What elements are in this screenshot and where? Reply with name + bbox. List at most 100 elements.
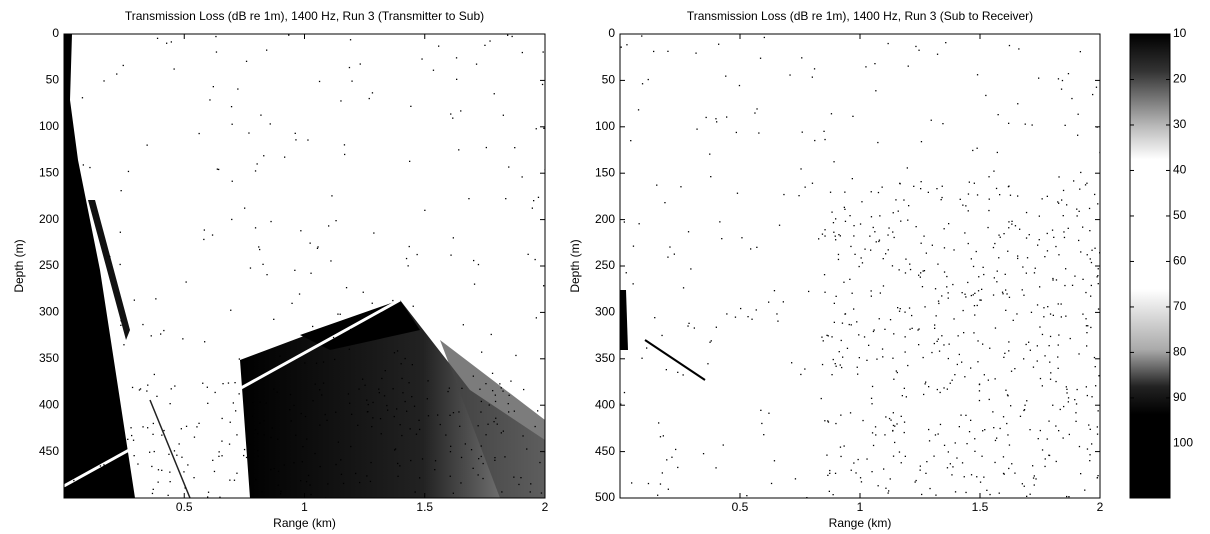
speckle <box>1076 388 1078 391</box>
speckle <box>335 463 337 466</box>
speckle <box>1066 388 1068 390</box>
speckle <box>368 97 370 100</box>
speckle <box>1026 495 1028 497</box>
speckle <box>936 388 938 391</box>
speckle <box>673 253 675 255</box>
speckle <box>236 434 238 436</box>
speckle <box>1080 171 1082 174</box>
speckle <box>839 235 841 237</box>
speckle <box>300 412 302 415</box>
speckle <box>986 489 988 491</box>
x-tick-label: 0.5 <box>732 500 749 514</box>
speckle <box>818 238 820 240</box>
speckle <box>106 489 108 491</box>
speckle <box>301 461 303 463</box>
speckle <box>222 383 224 385</box>
speckle <box>823 274 826 276</box>
speckle <box>448 387 450 389</box>
speckle <box>419 477 421 479</box>
speckle <box>470 449 473 451</box>
speckle <box>647 482 650 485</box>
speckle <box>859 477 862 479</box>
speckle <box>856 366 858 368</box>
speckle <box>925 472 927 474</box>
speckle <box>458 411 460 413</box>
speckle <box>972 149 974 152</box>
speckle <box>1057 303 1059 305</box>
speckle <box>829 472 831 474</box>
speckle <box>263 420 265 422</box>
speckle <box>1085 291 1087 294</box>
speckle <box>1060 316 1062 318</box>
speckle <box>248 132 250 134</box>
speckle <box>207 491 210 493</box>
speckle <box>999 194 1001 196</box>
speckle <box>897 210 899 212</box>
speckle <box>820 397 822 400</box>
speckle <box>943 387 945 389</box>
speckle <box>756 108 758 110</box>
speckle <box>869 235 871 237</box>
speckle <box>1097 268 1099 270</box>
speckle <box>1008 467 1010 470</box>
speckle <box>1089 428 1091 430</box>
speckle <box>946 388 948 390</box>
y-tick-label: 350 <box>595 351 615 365</box>
speckle <box>258 246 260 248</box>
speckle <box>1077 134 1079 136</box>
speckle <box>710 176 712 178</box>
speckle <box>830 113 833 115</box>
speckle <box>918 49 920 51</box>
speckle <box>371 92 374 94</box>
speckle <box>316 247 319 249</box>
speckle <box>626 44 628 46</box>
speckle <box>982 343 984 345</box>
speckle <box>88 461 90 463</box>
speckle <box>922 270 924 272</box>
speckle <box>1046 195 1048 197</box>
speckle <box>1017 195 1019 197</box>
speckle <box>1025 343 1027 346</box>
speckle <box>973 332 975 334</box>
speckle <box>508 166 510 168</box>
speckle <box>1074 399 1076 401</box>
speckle <box>304 362 306 364</box>
speckle <box>481 351 483 353</box>
speckle <box>142 426 144 428</box>
speckle <box>923 270 926 272</box>
speckle <box>1043 307 1045 309</box>
speckle <box>410 459 412 462</box>
speckle <box>315 362 318 364</box>
speckle <box>899 308 901 310</box>
speckle <box>1008 227 1010 229</box>
speckle <box>232 402 234 404</box>
colorbar-tick-label: 100 <box>1173 436 1193 450</box>
speckle <box>1037 438 1039 440</box>
speckle <box>254 170 257 172</box>
speckle <box>715 326 717 328</box>
speckle <box>988 209 990 212</box>
speckle <box>875 434 877 436</box>
speckle <box>721 238 723 240</box>
speckle <box>866 458 868 460</box>
speckle <box>378 392 380 394</box>
speckle <box>908 307 911 309</box>
speckle <box>718 43 720 45</box>
speckle <box>409 160 411 162</box>
speckle <box>122 64 124 67</box>
speckle <box>970 474 973 476</box>
speckle <box>1023 409 1026 411</box>
speckle <box>1076 215 1078 217</box>
speckle <box>1061 199 1063 201</box>
speckle <box>858 265 860 268</box>
speckle <box>936 340 938 342</box>
speckle <box>166 42 168 44</box>
speckle <box>1086 332 1088 334</box>
speckle <box>289 393 292 396</box>
speckle <box>688 322 690 324</box>
speckle <box>994 242 996 245</box>
speckle <box>915 45 917 48</box>
speckle <box>153 373 155 376</box>
speckle <box>335 220 337 222</box>
speckle <box>826 334 828 336</box>
